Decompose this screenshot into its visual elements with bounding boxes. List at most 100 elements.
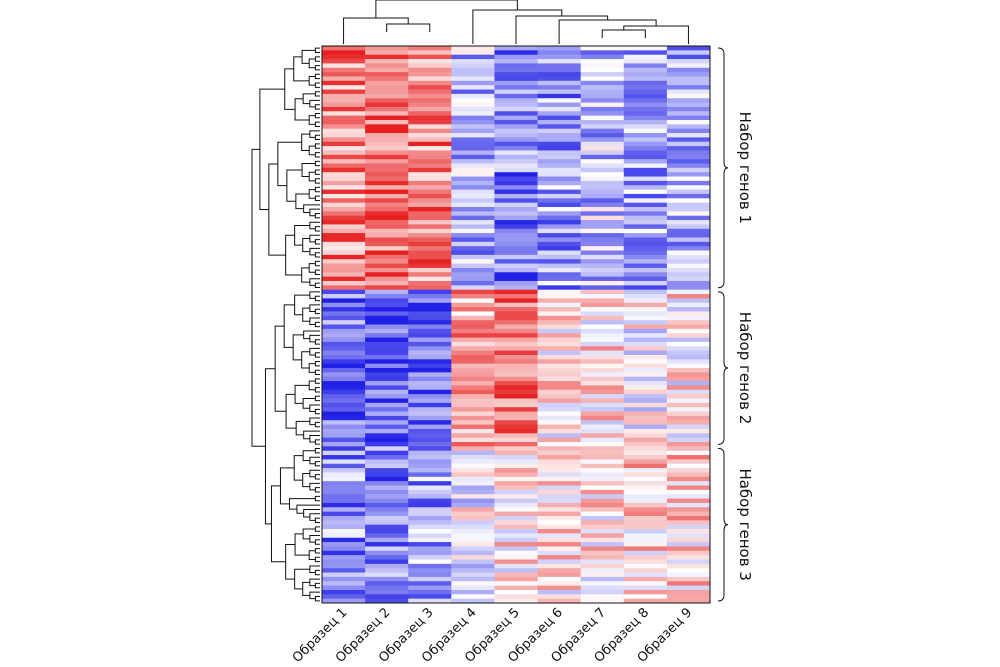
- heatmap-cell: [451, 428, 495, 434]
- heatmap-cell: [623, 424, 668, 430]
- heatmap-cell: [623, 568, 668, 573]
- heatmap-cell: [537, 67, 582, 73]
- heatmap-cell: [322, 542, 366, 547]
- heatmap-cell: [623, 476, 668, 482]
- heatmap-cell: [537, 581, 582, 586]
- heatmap-cell: [580, 472, 625, 478]
- heatmap-cell: [322, 359, 366, 365]
- heatmap-cell: [623, 402, 668, 408]
- heatmap-cell: [494, 328, 538, 334]
- heatmap-cell: [666, 424, 711, 430]
- heatmap-cell: [408, 89, 452, 95]
- heatmap-cell: [494, 167, 538, 173]
- heatmap-cell: [537, 302, 582, 308]
- heatmap-cell: [365, 280, 409, 286]
- heatmap-cell: [580, 420, 625, 425]
- heatmap-cell: [451, 193, 495, 199]
- dendrogram-link: [314, 421, 320, 428]
- heatmap-cell: [322, 289, 366, 295]
- heatmap-cell: [408, 498, 452, 504]
- heatmap-cell: [451, 459, 495, 465]
- heatmap-cell: [408, 598, 452, 604]
- heatmap-cell: [666, 441, 711, 447]
- heatmap-cell: [365, 102, 409, 108]
- dendrogram-link: [314, 461, 320, 467]
- heatmap-cell: [580, 441, 625, 447]
- dendrogram-link: [314, 474, 320, 480]
- heatmap-cell: [451, 424, 495, 430]
- dendrogram-link: [303, 330, 320, 340]
- heatmap-cell: [365, 594, 409, 600]
- heatmap-cell: [408, 246, 452, 251]
- heatmap-cell: [365, 246, 409, 251]
- heatmap-cell: [322, 537, 366, 543]
- heatmap-cell: [451, 450, 495, 456]
- heatmap-cell: [408, 193, 452, 199]
- heatmap-cell: [666, 263, 711, 269]
- heatmap-cell: [623, 141, 668, 147]
- heatmap-cell: [623, 106, 668, 112]
- heatmap-cell: [322, 455, 366, 460]
- heatmap-cell: [365, 115, 409, 121]
- heatmap-cell: [365, 494, 409, 499]
- dendrogram-link: [314, 408, 320, 415]
- heatmap-cell: [451, 141, 495, 147]
- dendrogram-link: [251, 148, 266, 447]
- heatmap-cell: [537, 176, 582, 182]
- heatmap-cell: [623, 481, 668, 486]
- heatmap-cell: [322, 389, 366, 395]
- heatmap-cell: [322, 533, 366, 539]
- heatmap-cell: [494, 394, 538, 399]
- heatmap-cell: [408, 411, 452, 417]
- heatmap-cell: [494, 133, 538, 138]
- heatmap-cell: [537, 398, 582, 404]
- heatmap-cell: [408, 385, 452, 391]
- heatmap-cell: [494, 507, 538, 513]
- heatmap-cell: [451, 59, 495, 64]
- heatmap-cell: [365, 267, 409, 273]
- heatmap-cell: [451, 328, 495, 334]
- heatmap-cell: [451, 411, 495, 417]
- heatmap-cell: [494, 585, 538, 591]
- heatmap-cell: [365, 394, 409, 399]
- heatmap-cell: [623, 563, 668, 569]
- heatmap-cell: [451, 585, 495, 591]
- heatmap-cell: [537, 80, 582, 86]
- heatmap-cell: [451, 54, 495, 60]
- heatmap-cell: [365, 389, 409, 395]
- heatmap-cell: [451, 533, 495, 539]
- heatmap-cell: [365, 433, 409, 439]
- heatmap-cell: [408, 215, 452, 221]
- heatmap-cell: [537, 529, 582, 534]
- heatmap-cell: [322, 54, 366, 60]
- group-bracket: [717, 447, 729, 602]
- heatmap-cell: [494, 207, 538, 212]
- heatmap-cell: [494, 472, 538, 478]
- heatmap-cell: [494, 254, 538, 260]
- heatmap-cell: [623, 389, 668, 395]
- heatmap-cell: [537, 489, 582, 495]
- heatmap-cell: [666, 398, 711, 404]
- dendrogram-link: [314, 448, 320, 454]
- heatmap-cell: [494, 346, 538, 352]
- heatmap-cell: [666, 598, 711, 604]
- heatmap-cell: [666, 459, 711, 465]
- heatmap-cell: [666, 407, 711, 412]
- heatmap-cell: [408, 311, 452, 317]
- heatmap-cell: [408, 198, 452, 204]
- heatmap-cell: [666, 494, 711, 499]
- heatmap-cell: [365, 159, 409, 164]
- heatmap-cell: [537, 563, 582, 569]
- heatmap-cell: [408, 267, 452, 273]
- heatmap-cell: [322, 581, 366, 586]
- heatmap-cell: [322, 228, 366, 234]
- heatmap-cell: [494, 46, 538, 51]
- heatmap-cell: [666, 89, 711, 95]
- heatmap-cell: [451, 220, 495, 225]
- heatmap-cell: [322, 176, 366, 182]
- column-dendrogram: [343, 0, 689, 44]
- heatmap-cell: [580, 241, 625, 247]
- heatmap-cell: [580, 237, 625, 243]
- heatmap-cell: [408, 307, 452, 312]
- heatmap-cell: [494, 398, 538, 404]
